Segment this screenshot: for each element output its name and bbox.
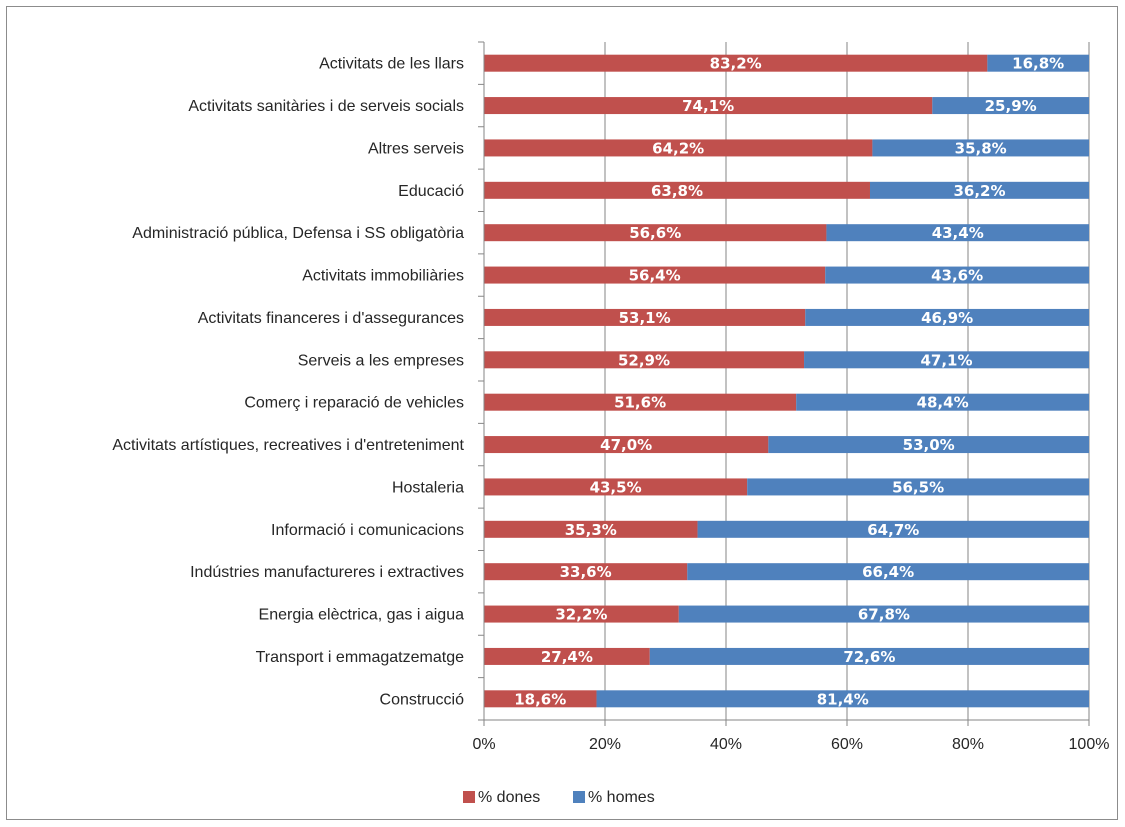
- x-tick-label: 60%: [831, 736, 863, 753]
- data-label: 53,1%: [619, 309, 671, 327]
- bar-homes: [697, 520, 1089, 538]
- bar-dones: [484, 478, 748, 496]
- category-label: Activitats financeres i d'assegurances: [198, 310, 464, 327]
- data-label: 56,6%: [629, 224, 681, 242]
- category-labels: Activitats de les llars Activitats sanità…: [112, 56, 464, 709]
- data-label: 36,2%: [953, 182, 1005, 200]
- data-label: 56,4%: [629, 267, 681, 285]
- bar-homes: [826, 224, 1089, 242]
- bar-homes: [805, 308, 1089, 326]
- data-label: 32,2%: [555, 606, 607, 624]
- data-label: 81,4%: [817, 690, 869, 708]
- bar-dones: [484, 308, 806, 326]
- x-tick-label: 80%: [952, 736, 984, 753]
- data-label: 16,8%: [1012, 55, 1064, 73]
- bar-dones: [484, 181, 870, 199]
- category-label: Serveis a les empreses: [298, 352, 464, 369]
- category-label: Activitats sanitàries i de serveis socia…: [188, 98, 464, 115]
- category-label: Hostaleria: [392, 479, 464, 496]
- data-label: 33,6%: [560, 563, 612, 581]
- data-label: 56,5%: [892, 478, 944, 496]
- bar-dones: [484, 139, 873, 157]
- data-label: 43,4%: [932, 224, 984, 242]
- category-label: Informació i comunicacions: [271, 522, 464, 539]
- bar-homes: [825, 266, 1089, 284]
- data-labels: 83,2% 16,8% 74,1% 25,9% 64,2% 35,8% 63,8% 36,2%…: [514, 55, 1064, 709]
- data-label: 27,4%: [541, 648, 593, 666]
- legend: % dones % homes: [463, 789, 655, 806]
- bars: [484, 54, 1089, 708]
- legend-label: % homes: [588, 789, 655, 806]
- bar-dones: [484, 97, 933, 115]
- bar-homes: [932, 97, 1089, 115]
- data-label: 83,2%: [710, 55, 762, 73]
- legend-label: % dones: [478, 789, 540, 806]
- bar-homes: [649, 647, 1089, 665]
- category-label: Activitats de les llars: [319, 56, 464, 73]
- data-label: 47,0%: [600, 436, 652, 454]
- bar-dones: [484, 54, 988, 72]
- bar-homes: [804, 351, 1089, 369]
- bar-homes: [747, 478, 1089, 496]
- bar-homes: [596, 690, 1089, 708]
- bar-dones: [484, 520, 698, 538]
- category-label: Activitats immobiliàries: [302, 268, 464, 285]
- data-label: 43,5%: [590, 478, 642, 496]
- category-label: Construcció: [380, 691, 465, 708]
- data-label: 67,8%: [858, 606, 910, 624]
- data-label: 52,9%: [618, 351, 670, 369]
- data-label: 25,9%: [985, 97, 1037, 115]
- bar-dones: [484, 351, 805, 369]
- x-tick-labels: 0% 20% 40% 60% 80% 100%: [472, 736, 1109, 753]
- category-label: Energia elèctrica, gas i aigua: [259, 607, 465, 624]
- data-label: 66,4%: [862, 563, 914, 581]
- x-tick-label: 20%: [589, 736, 621, 753]
- bar-dones: [484, 436, 769, 454]
- data-label: 35,3%: [565, 521, 617, 539]
- data-label: 53,0%: [903, 436, 955, 454]
- category-label: Altres serveis: [368, 140, 464, 157]
- data-label: 48,4%: [917, 394, 969, 412]
- bar-homes: [987, 54, 1089, 72]
- data-label: 35,8%: [955, 139, 1007, 157]
- bar-dones: [484, 224, 827, 242]
- category-label: Educació: [398, 183, 464, 200]
- legend-swatch: [463, 791, 475, 803]
- bar-homes: [869, 181, 1089, 199]
- bar-dones: [484, 266, 826, 284]
- category-label: Transport i emmagatzematge: [256, 649, 464, 666]
- bar-dones: [484, 690, 597, 708]
- x-tick-label: 40%: [710, 736, 742, 753]
- category-label: Comerç i reparació de vehicles: [244, 395, 464, 412]
- data-label: 74,1%: [682, 97, 734, 115]
- bar-homes: [768, 436, 1089, 454]
- data-label: 64,7%: [867, 521, 919, 539]
- x-tick-label: 0%: [472, 736, 495, 753]
- bar-homes: [872, 139, 1089, 157]
- data-label: 47,1%: [920, 351, 972, 369]
- category-label: Administració pública, Defensa i SS obli…: [132, 225, 464, 242]
- data-label: 51,6%: [614, 394, 666, 412]
- data-label: 72,6%: [843, 648, 895, 666]
- category-label: Indústries manufactureres i extractives: [190, 564, 464, 581]
- bar-homes: [796, 393, 1089, 411]
- legend-swatch: [573, 791, 585, 803]
- bar-dones: [484, 605, 679, 623]
- category-label: Activitats artístiques, recreatives i d'…: [112, 437, 464, 454]
- data-label: 63,8%: [651, 182, 703, 200]
- bar-homes: [678, 605, 1089, 623]
- data-label: 18,6%: [514, 690, 566, 708]
- data-label: 64,2%: [652, 139, 704, 157]
- bar-dones: [484, 563, 688, 581]
- bar-dones: [484, 647, 650, 665]
- data-label: 46,9%: [921, 309, 973, 327]
- x-tick-label: 100%: [1069, 736, 1110, 753]
- data-label: 43,6%: [931, 267, 983, 285]
- bar-dones: [484, 393, 797, 411]
- bar-homes: [687, 563, 1089, 581]
- axes: [478, 41, 1090, 726]
